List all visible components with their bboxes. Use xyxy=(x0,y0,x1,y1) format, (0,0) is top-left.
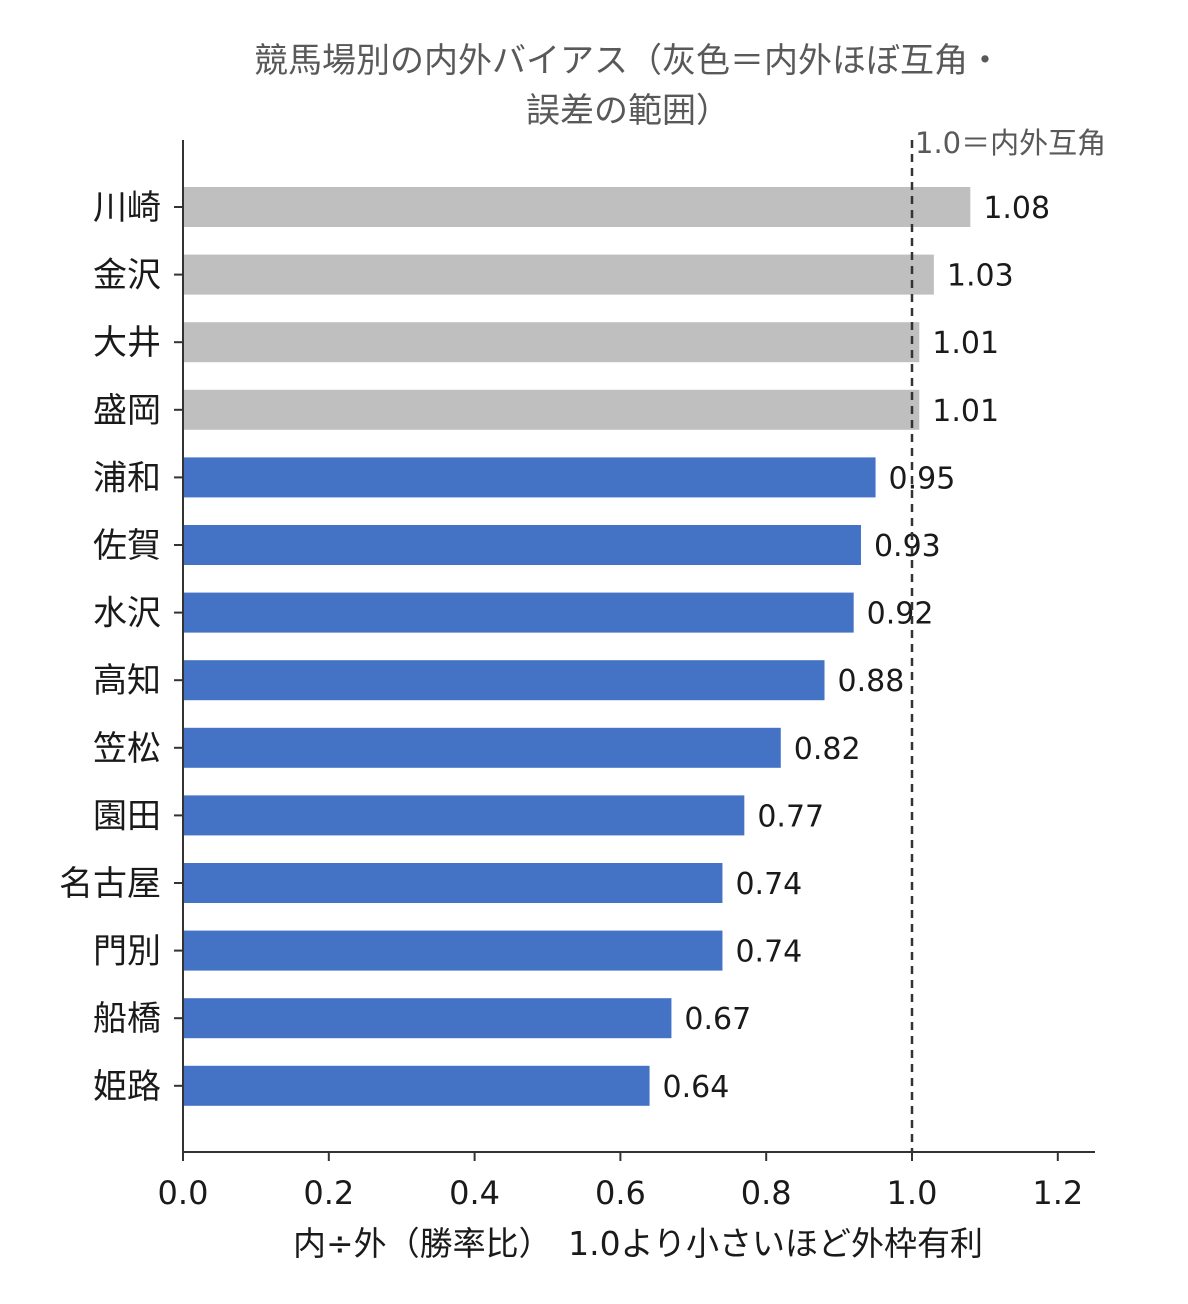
value-label-7: 0.88 xyxy=(838,664,905,699)
bar-4 xyxy=(183,457,876,498)
category-label-4: 浦和 xyxy=(93,458,161,498)
x-axis-ticks: 0.0 0.2 0.4 0.6 0.8 1.0 1.2 xyxy=(158,1152,1083,1212)
value-label-12: 0.67 xyxy=(684,1002,751,1037)
value-label-6: 0.92 xyxy=(867,597,934,632)
x-axis-label: 内÷外（勝率比） 1.0より小さいほど外枠有利 xyxy=(293,1224,983,1263)
bar-2 xyxy=(183,322,920,363)
bar-11 xyxy=(183,930,723,971)
value-label-3: 1.01 xyxy=(932,394,999,429)
category-label-7: 高知 xyxy=(93,661,161,701)
bar-3 xyxy=(183,389,920,430)
bar-7 xyxy=(183,660,825,701)
bar-0 xyxy=(183,187,971,227)
category-label-8: 笠松 xyxy=(93,729,161,769)
bar-1 xyxy=(183,254,934,295)
reference-line-label: 1.0＝内外互角 xyxy=(915,126,1106,160)
value-label-1: 1.03 xyxy=(947,259,1014,294)
bar-8 xyxy=(183,727,781,768)
x-tick-label-4: 0.8 xyxy=(741,1174,792,1212)
x-tick-label-6: 1.2 xyxy=(1032,1174,1083,1212)
x-tick-label-0: 0.0 xyxy=(158,1174,209,1212)
bar-9 xyxy=(183,795,745,836)
x-tick-label-2: 0.4 xyxy=(449,1174,500,1212)
x-tick-label-1: 0.2 xyxy=(303,1174,354,1212)
category-label-3: 盛岡 xyxy=(93,391,161,431)
category-label-10: 名古屋 xyxy=(59,864,161,904)
bar-13 xyxy=(183,1065,650,1106)
category-label-6: 水沢 xyxy=(93,594,161,634)
value-label-5: 0.93 xyxy=(874,529,941,564)
bar-10 xyxy=(183,863,723,903)
bars-layer xyxy=(183,187,971,1106)
value-labels-layer: 1.08 1.03 1.01 1.01 0.95 0.93 0.92 0.88 0.82 0.77… xyxy=(663,191,1051,1105)
category-label-5: 佐賀 xyxy=(93,526,161,566)
value-label-8: 0.82 xyxy=(794,732,861,767)
value-label-11: 0.74 xyxy=(735,935,802,970)
bar-5 xyxy=(183,525,861,565)
category-label-2: 大井 xyxy=(93,323,161,363)
category-label-1: 金沢 xyxy=(93,256,161,296)
chart-title-line-1: 競馬場別の内外バイアス（灰色＝内外ほぼ互角・ xyxy=(254,41,1002,81)
category-label-11: 門別 xyxy=(93,932,161,972)
category-label-13: 姫路 xyxy=(93,1067,161,1107)
category-label-9: 園田 xyxy=(93,796,161,836)
value-label-10: 0.74 xyxy=(735,867,802,902)
bar-6 xyxy=(183,592,854,633)
x-tick-label-3: 0.6 xyxy=(595,1174,646,1212)
bar-12 xyxy=(183,998,672,1039)
value-label-4: 0.95 xyxy=(889,461,956,496)
value-label-9: 0.77 xyxy=(757,799,824,834)
chart-title-line-2: 誤差の範囲） xyxy=(526,91,730,131)
value-label-0: 1.08 xyxy=(983,191,1050,226)
value-label-2: 1.01 xyxy=(932,326,999,361)
category-label-0: 川崎 xyxy=(93,188,161,228)
value-label-13: 0.64 xyxy=(663,1070,730,1105)
category-label-12: 船橋 xyxy=(93,999,161,1039)
x-tick-label-5: 1.0 xyxy=(887,1174,938,1212)
